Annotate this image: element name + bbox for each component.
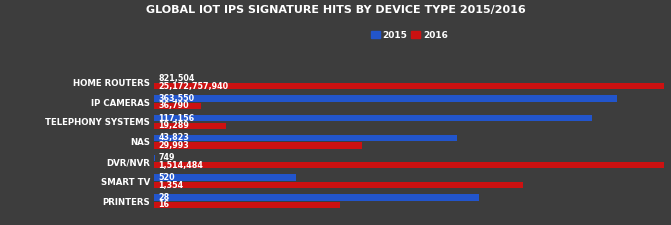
Bar <box>154 174 296 181</box>
Bar <box>154 202 340 208</box>
Text: 19,289: 19,289 <box>158 121 189 130</box>
Text: 16: 16 <box>158 200 169 209</box>
Bar <box>154 142 362 149</box>
Bar <box>154 83 664 89</box>
Bar <box>154 162 664 169</box>
Text: 749: 749 <box>158 153 175 162</box>
Bar <box>154 95 617 101</box>
Bar <box>154 103 201 109</box>
Text: 43,823: 43,823 <box>158 133 189 142</box>
Text: 36,790: 36,790 <box>158 101 189 110</box>
Text: 821,504: 821,504 <box>158 74 195 83</box>
Text: 363,550: 363,550 <box>158 94 195 103</box>
Text: 25,172,757,940: 25,172,757,940 <box>158 82 229 91</box>
Text: 29,993: 29,993 <box>158 141 189 150</box>
Text: GLOBAL IOT IPS SIGNATURE HITS BY DEVICE TYPE 2015/2016: GLOBAL IOT IPS SIGNATURE HITS BY DEVICE … <box>146 4 525 14</box>
Bar <box>154 135 457 141</box>
Text: 1,514,484: 1,514,484 <box>158 161 203 170</box>
Text: 520: 520 <box>158 173 175 182</box>
Bar <box>154 194 479 200</box>
Bar <box>154 115 592 121</box>
Bar <box>154 123 226 129</box>
Bar <box>154 182 523 188</box>
Text: 117,156: 117,156 <box>158 114 195 123</box>
Legend: 2015, 2016: 2015, 2016 <box>367 27 452 44</box>
Text: 28: 28 <box>158 193 170 202</box>
Text: 1,354: 1,354 <box>158 181 184 190</box>
